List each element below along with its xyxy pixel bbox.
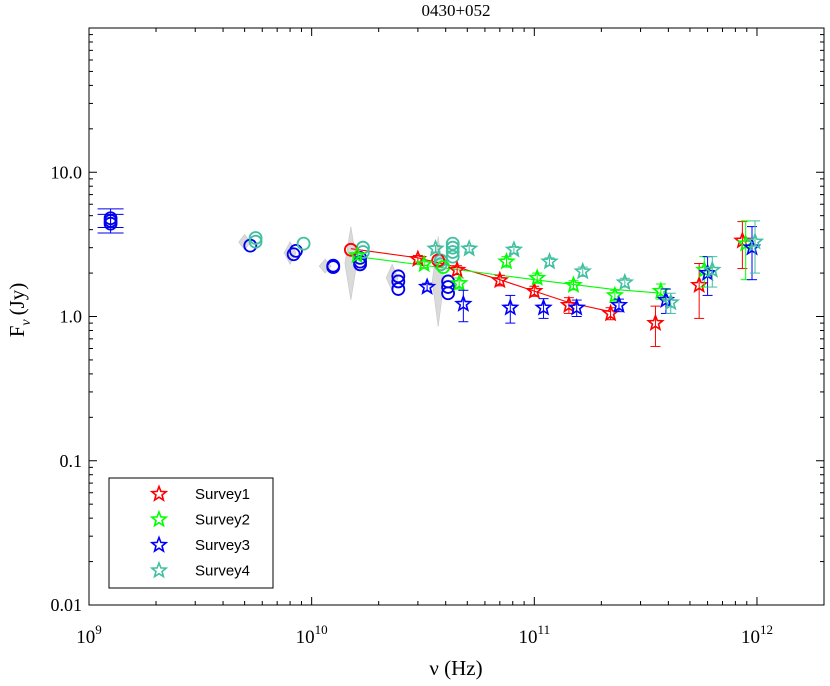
survey2-point-5 xyxy=(564,275,583,294)
teal-circles-point-7 xyxy=(445,249,460,264)
survey4-point-0 xyxy=(426,238,445,257)
survey4-point-1 xyxy=(459,238,479,257)
survey3-point-0 xyxy=(417,277,437,295)
teal-circles-point-10 xyxy=(445,236,460,251)
legend-marker-survey1 xyxy=(149,484,169,502)
survey4-point-2 xyxy=(504,240,524,258)
survey2-point-3 xyxy=(497,251,516,270)
survey4-point-3 xyxy=(540,251,559,270)
survey1-point-4 xyxy=(559,295,579,313)
survey1-point-3 xyxy=(525,281,544,299)
survey3-point-5 xyxy=(609,295,629,313)
chart-title: 0430+052 xyxy=(421,1,490,20)
survey3-point-4 xyxy=(567,298,586,316)
x-tick-label: 1011 xyxy=(519,622,551,648)
teal-circles-point-8 xyxy=(445,245,460,259)
survey1-point-6 xyxy=(646,313,665,331)
blue-circles-point-4 xyxy=(286,247,301,262)
blue-circles-point-7 xyxy=(326,258,341,273)
y-axis-label-unit: (Jy) xyxy=(5,283,29,316)
survey3-point-3 xyxy=(534,297,553,316)
legend: Survey1 Survey2 Survey3 Survey4 xyxy=(108,477,274,589)
legend-label-survey1: Survey1 xyxy=(195,486,250,503)
survey2-point-0 xyxy=(347,245,367,264)
legend-marker-survey4 xyxy=(149,560,169,579)
survey3-point-2 xyxy=(501,297,520,316)
teal-circles-point-1 xyxy=(248,234,263,249)
legend-marker-survey3 xyxy=(149,535,169,553)
survey4-point-5 xyxy=(615,272,635,291)
survey3-point-8 xyxy=(742,237,762,256)
blue-circles-point-13 xyxy=(391,269,406,284)
legend-label-survey4: Survey4 xyxy=(195,563,250,580)
x-axis-label: ν (Hz) xyxy=(429,656,482,680)
survey4-point-7 xyxy=(703,260,722,278)
survey2-point-2 xyxy=(449,273,469,292)
survey4-point-8 xyxy=(745,231,765,250)
legend-label-survey3: Survey3 xyxy=(195,537,250,554)
blue-circles-point-15 xyxy=(441,280,455,294)
survey2-point-1 xyxy=(414,254,434,273)
teal-circles-point-0 xyxy=(248,231,263,245)
x-tick-label: 1010 xyxy=(296,622,328,648)
teal-circles-point-2 xyxy=(296,236,311,251)
y-axis-label-subscript: ν xyxy=(19,319,34,326)
survey4-point-4 xyxy=(573,261,592,280)
y-tick-label: 0.1 xyxy=(60,451,83,471)
blue-circles-point-5 xyxy=(289,243,303,258)
blue-circles-point-12 xyxy=(391,274,406,289)
x-axis: 109 1010 1011 1012 xyxy=(76,28,825,648)
x-tick-label: 1012 xyxy=(741,622,773,648)
survey3-point-1 xyxy=(454,294,473,312)
y-axis-label: Fν (Jy) xyxy=(5,283,34,338)
plot-marks xyxy=(97,208,765,347)
legend-marker-survey2 xyxy=(149,509,169,528)
survey4-point-6 xyxy=(661,292,681,311)
y-tick-label: 10.0 xyxy=(51,162,83,182)
survey1-point-1 xyxy=(447,260,467,278)
plot-area xyxy=(97,208,765,347)
survey2-point-4 xyxy=(527,268,547,286)
y-tick-label: 0.01 xyxy=(51,595,83,615)
legend-label-survey2: Survey2 xyxy=(195,512,250,529)
y-tick-label: 1.0 xyxy=(60,307,83,327)
y-axis-label-main: F xyxy=(5,326,29,338)
legend-box xyxy=(108,477,274,589)
survey1-point-2 xyxy=(490,270,510,289)
y-axis: 0.01 0.1 1.0 10.0 xyxy=(51,27,824,615)
teal-circles-point-9 xyxy=(445,240,460,255)
x-tick-label: 109 xyxy=(76,622,102,648)
